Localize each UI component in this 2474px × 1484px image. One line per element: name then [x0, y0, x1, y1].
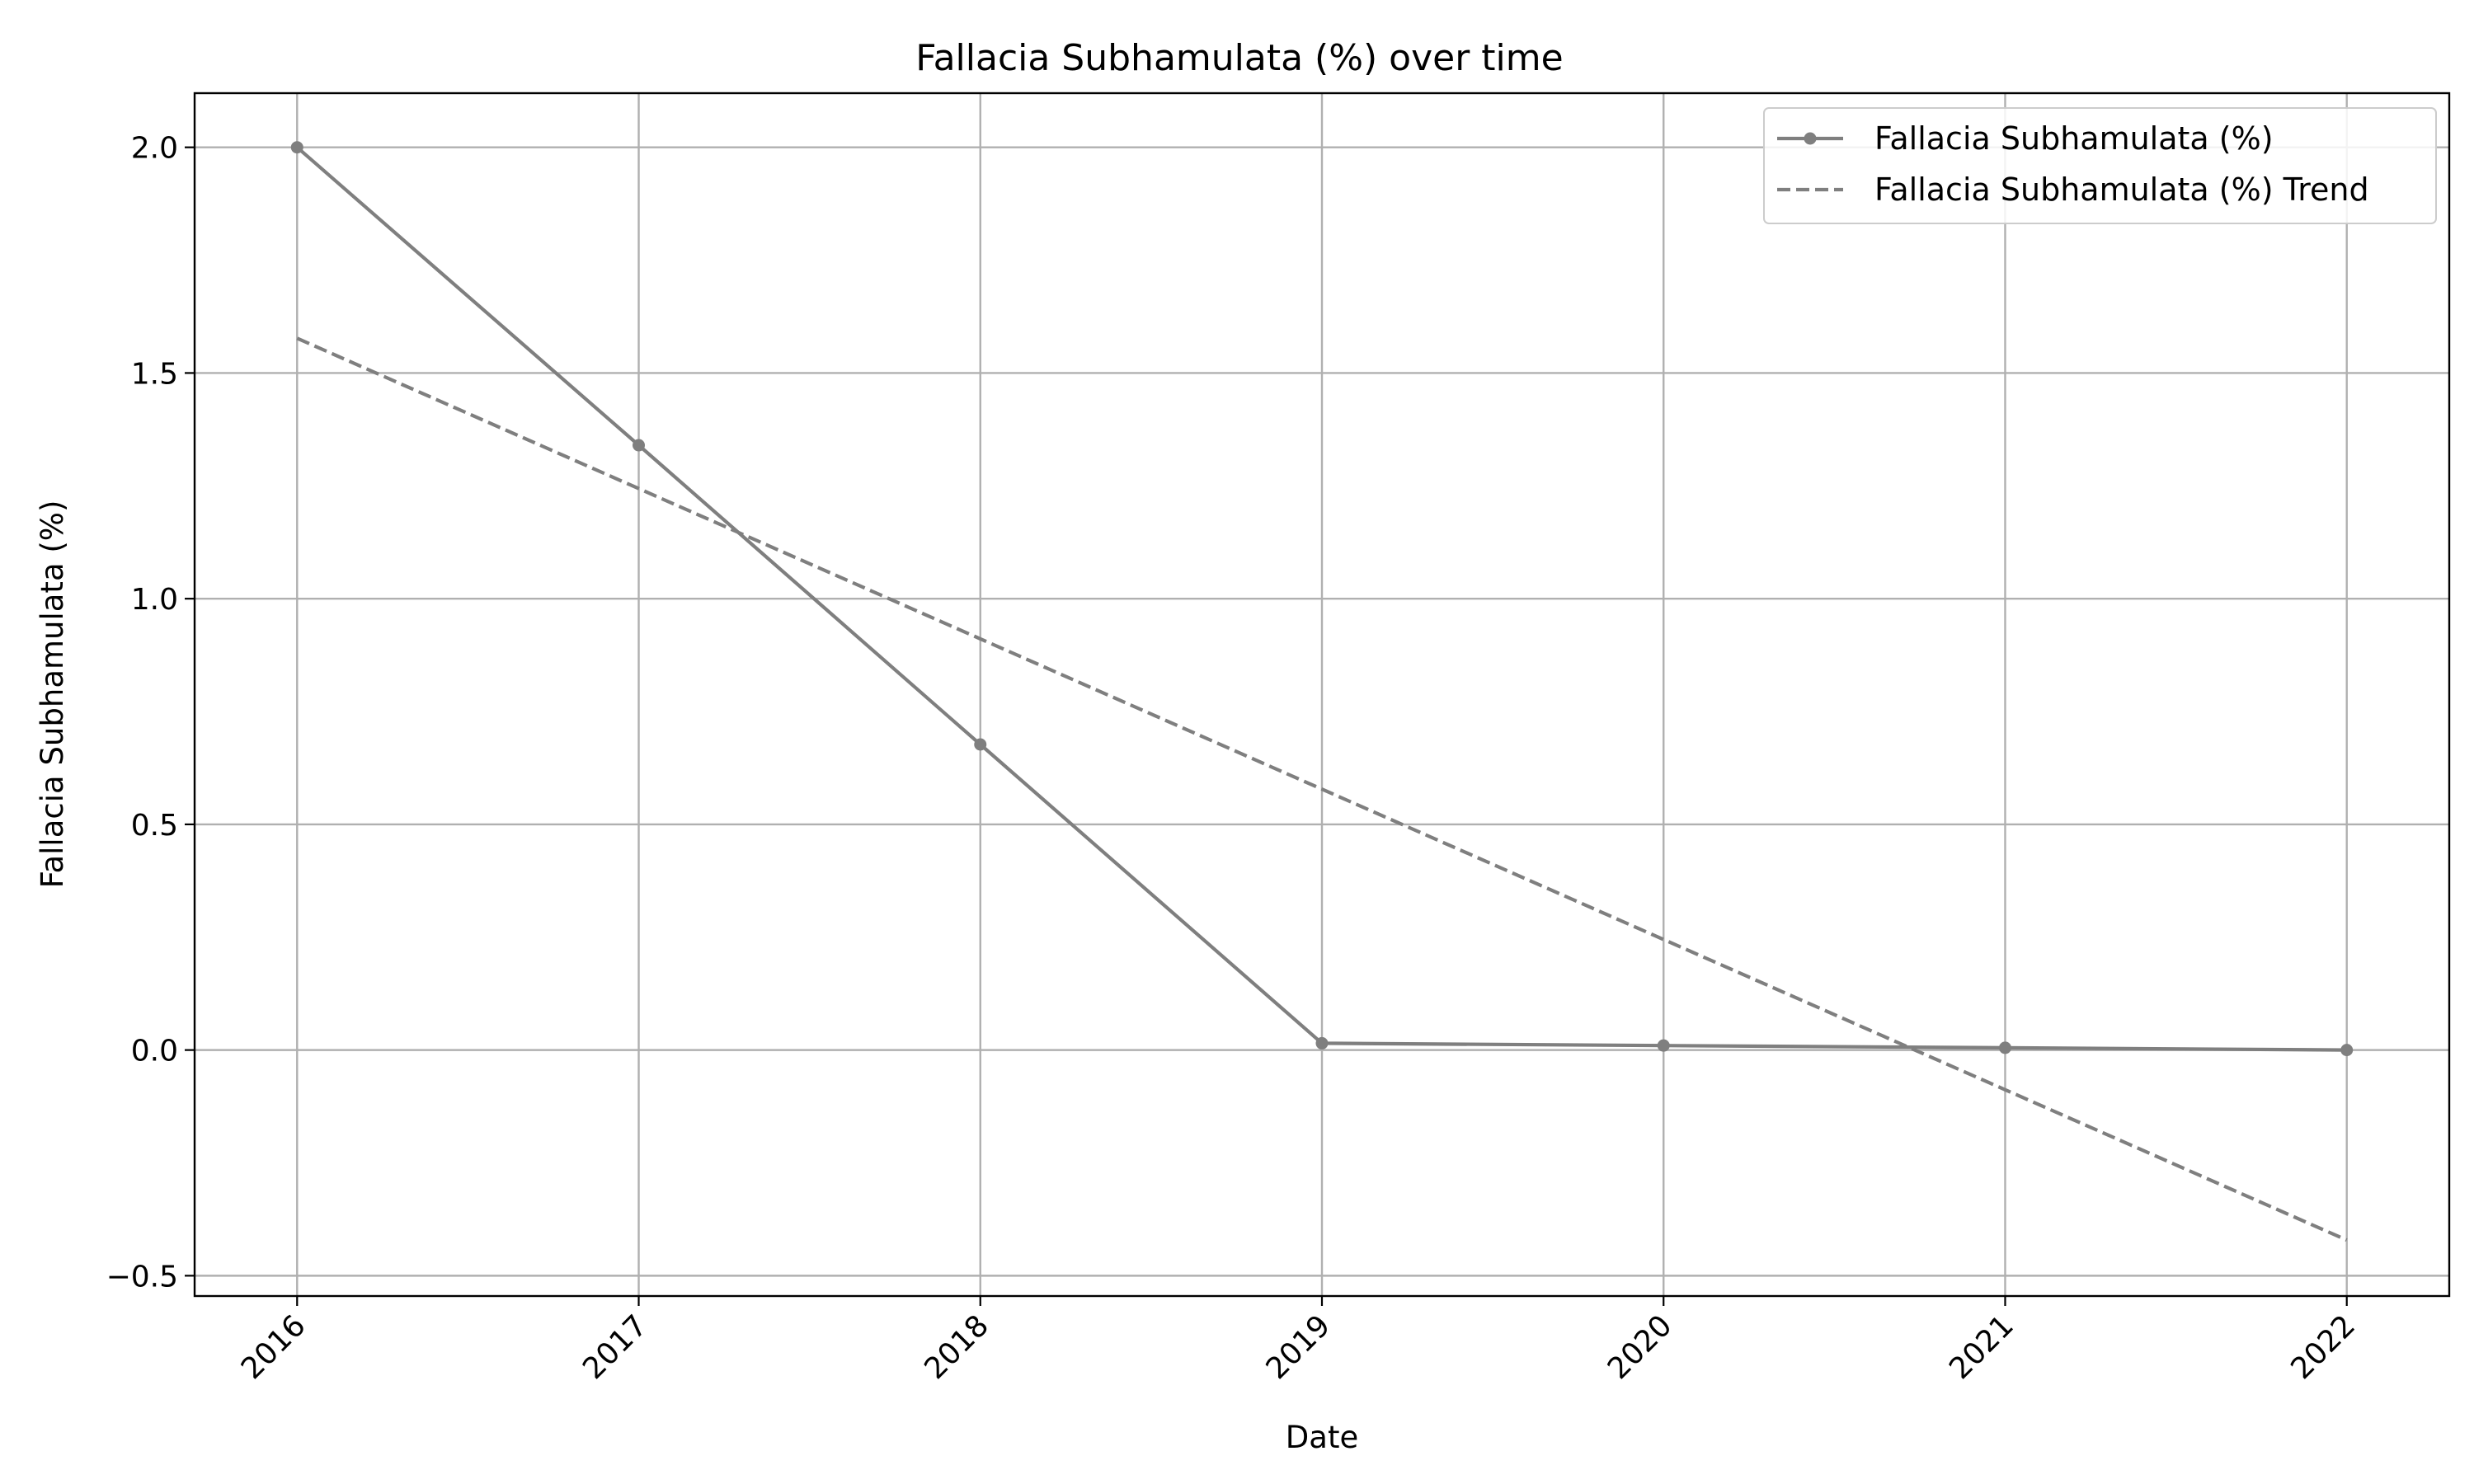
x-tick-label: 2018 [918, 1308, 995, 1386]
x-tick-label: 2022 [2284, 1308, 2362, 1386]
legend-marker [1804, 132, 1817, 145]
series-layer [290, 141, 2354, 1242]
x-tick-label: 2020 [1602, 1308, 1679, 1386]
y-tick-label: 2.0 [131, 132, 178, 166]
trend-line [296, 336, 2348, 1242]
data-point [290, 141, 303, 154]
x-axis-ticks: 2016 2017 2018 2019 2020 2021 2022 [235, 1296, 2362, 1386]
data-point [974, 738, 987, 751]
x-tick-label: 2017 [576, 1308, 654, 1386]
legend: Fallacia Subhamulata (%) Fallacia Subhamu… [1763, 107, 2437, 224]
grid-lines [195, 93, 2449, 1296]
data-point [2340, 1044, 2354, 1057]
legend-label: Fallacia Subhamulata (%) [1874, 120, 2274, 157]
y-tick-label: 1.5 [131, 357, 178, 391]
legend-box [1763, 107, 2437, 224]
chart-title: Fallacia Subhamulata (%) over time [915, 37, 1563, 79]
data-point [1998, 1041, 2011, 1054]
x-tick-label: 2016 [235, 1308, 313, 1386]
y-tick-label: 0.0 [131, 1035, 178, 1068]
data-point [1315, 1036, 1329, 1050]
y-tick-label: 0.5 [131, 809, 178, 843]
legend-label: Fallacia Subhamulata (%) Trend [1874, 171, 2369, 208]
y-axis-label: Fallacia Subhamulata (%) [35, 500, 70, 889]
x-tick-label: 2019 [1260, 1308, 1338, 1386]
data-point [1657, 1039, 1670, 1052]
y-tick-label: −0.5 [106, 1260, 178, 1294]
data-point [633, 439, 646, 452]
x-axis-label: Date [1286, 1420, 1358, 1455]
y-axis-ticks: −0.5 0.0 0.5 1.0 1.5 2.0 [106, 132, 195, 1294]
y-tick-label: 1.0 [131, 583, 178, 617]
x-tick-label: 2021 [1943, 1308, 2020, 1386]
